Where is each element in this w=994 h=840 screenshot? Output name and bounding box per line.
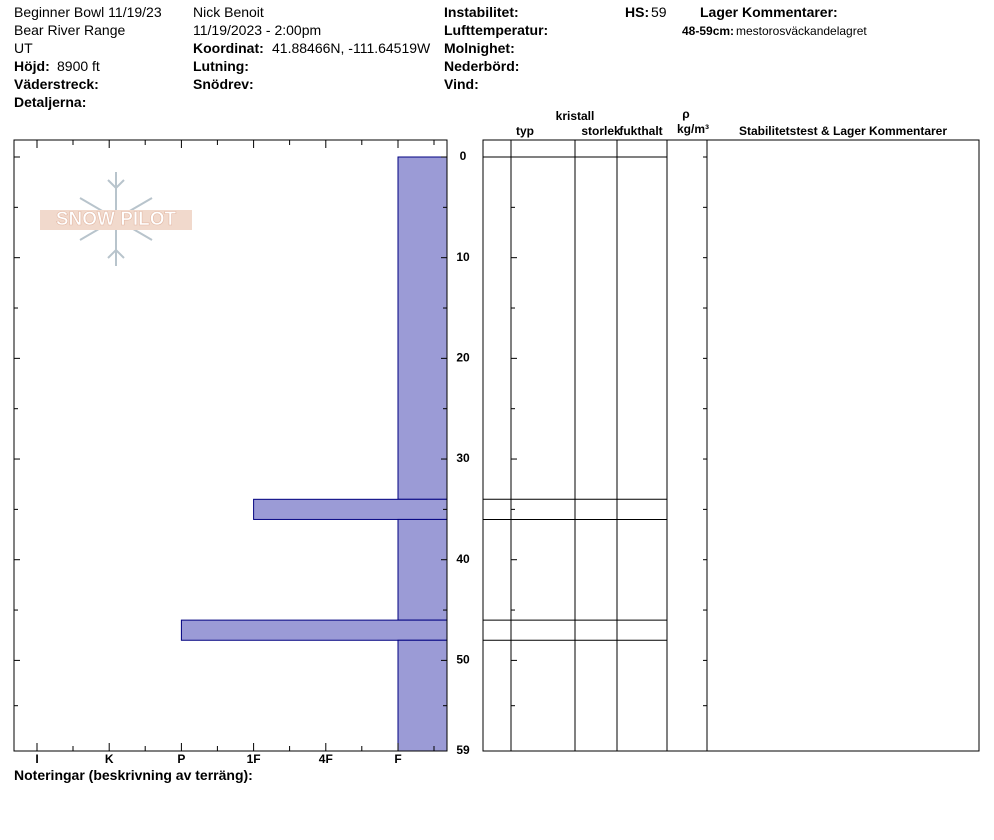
table-header: kristall bbox=[556, 109, 595, 123]
label: Lager Kommentarer: bbox=[700, 4, 838, 20]
observer: Nick Benoit bbox=[193, 4, 264, 20]
depth-label: 0 bbox=[460, 149, 467, 163]
label: Koordinat: bbox=[193, 40, 264, 56]
chart-frame bbox=[13, 139, 448, 752]
hardness-label: K bbox=[105, 752, 114, 766]
table-header: ρ bbox=[682, 107, 689, 121]
notes-label: Noteringar (beskrivning av terräng): bbox=[14, 767, 253, 783]
hardness-label: F bbox=[394, 752, 401, 766]
label: Vind: bbox=[444, 76, 479, 92]
layer-bar bbox=[397, 156, 448, 500]
layer-bar bbox=[397, 518, 448, 621]
label: Väderstreck: bbox=[14, 76, 99, 92]
hardness-label: 4F bbox=[319, 752, 333, 766]
layer-bar bbox=[180, 619, 448, 641]
logo-text: SNOW PILOT bbox=[56, 209, 177, 230]
elevation: 8900 ft bbox=[57, 58, 100, 74]
state: UT bbox=[14, 40, 33, 56]
label: Höjd: bbox=[14, 58, 50, 74]
label: Snödrev: bbox=[193, 76, 254, 92]
label: Lufttemperatur: bbox=[444, 22, 549, 38]
label: Nederbörd: bbox=[444, 58, 520, 74]
table-header: kg/m³ bbox=[677, 122, 709, 136]
table-header: typ bbox=[516, 124, 534, 138]
depth-label: 50 bbox=[456, 653, 470, 667]
label: Instabilitet: bbox=[444, 4, 519, 20]
table-columns bbox=[510, 140, 708, 751]
label: Detaljerna: bbox=[14, 94, 87, 110]
datetime: 11/19/2023 - 2:00pm bbox=[193, 22, 322, 38]
table-header: fukthalt bbox=[619, 124, 662, 138]
table-header: Stabilitetstest & Lager Kommentarer bbox=[739, 124, 947, 138]
hardness-label: I bbox=[35, 752, 38, 766]
label: 48-59cm: bbox=[682, 24, 735, 38]
hardness-label: P bbox=[177, 752, 185, 766]
range: Bear River Range bbox=[14, 22, 126, 38]
layer-bar bbox=[253, 498, 448, 520]
depth-label: 20 bbox=[456, 351, 470, 365]
depth-label: 30 bbox=[456, 451, 470, 465]
coordinate: 41.88466N, -111.64519W bbox=[272, 40, 431, 56]
label: Molnighet: bbox=[444, 40, 515, 56]
logo-band bbox=[40, 210, 192, 230]
location: Beginner Bowl 11/19/23 bbox=[14, 4, 162, 20]
label: HS: bbox=[625, 4, 650, 20]
table-frame bbox=[482, 139, 980, 752]
label: Lutning: bbox=[193, 58, 249, 74]
hardness-label: 1F bbox=[247, 752, 261, 766]
depth-label: 40 bbox=[456, 552, 470, 566]
table-header: storlek bbox=[581, 124, 621, 138]
layer-comment: mestorosväckandelagret bbox=[736, 24, 867, 38]
depth-label: 10 bbox=[456, 250, 470, 264]
layer-bar bbox=[397, 639, 448, 752]
depth-label: 59 bbox=[456, 743, 470, 757]
hs: 59 bbox=[651, 4, 667, 20]
